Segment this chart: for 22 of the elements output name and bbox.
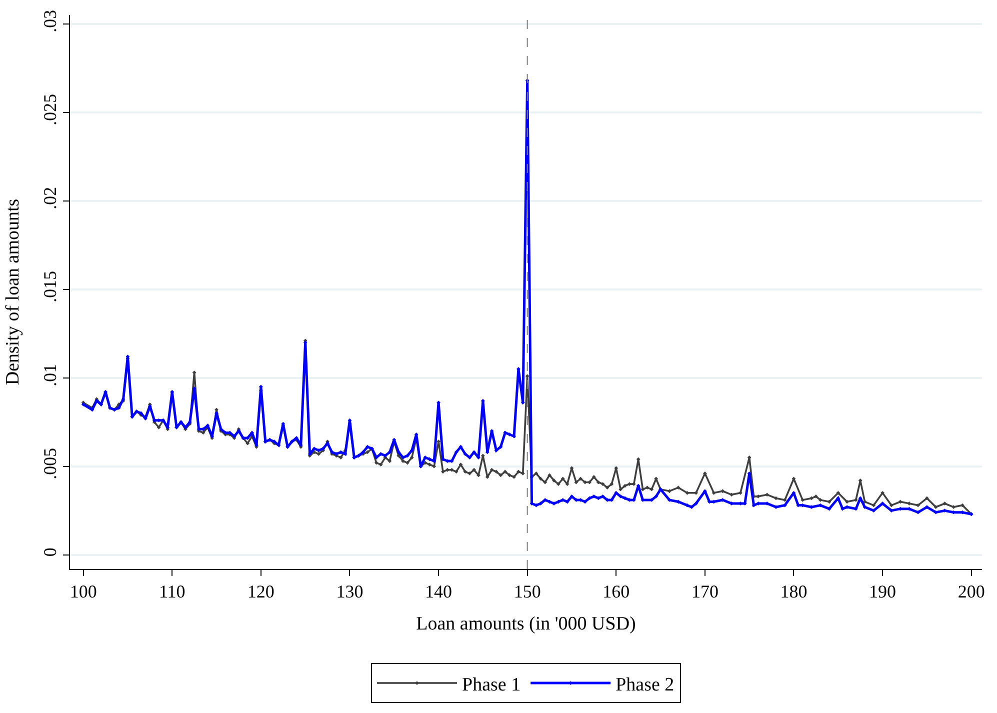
x-tick-label: 180 xyxy=(780,582,808,602)
y-tick-label: .015 xyxy=(40,270,60,302)
x-tick-label: 120 xyxy=(247,582,274,602)
y-tick-label: 0 xyxy=(40,548,60,557)
x-tick-label: 100 xyxy=(70,582,97,602)
x-tick-label: 160 xyxy=(602,582,630,602)
x-tick-label: 170 xyxy=(691,582,718,602)
x-tick-label: 150 xyxy=(514,582,541,602)
y-tick-label: .02 xyxy=(40,186,60,210)
y-tick-label: .005 xyxy=(40,448,60,480)
x-tick-label: 110 xyxy=(158,582,186,602)
x-tick-label: 190 xyxy=(869,582,896,602)
x-tick-label: 140 xyxy=(425,582,452,602)
y-tick-label: .01 xyxy=(40,364,60,386)
y-axis-title: Density of loan amounts xyxy=(2,198,24,386)
y-tick-label: .03 xyxy=(40,10,60,32)
legend-label: Phase 2 xyxy=(616,674,674,696)
x-axis-title: Loan amounts (in '000 USD) xyxy=(416,613,636,634)
legend-label: Phase 1 xyxy=(462,674,521,696)
y-tick-label: .025 xyxy=(40,94,60,126)
x-tick-label: 200 xyxy=(958,582,985,602)
x-tick-label: 130 xyxy=(336,582,364,602)
